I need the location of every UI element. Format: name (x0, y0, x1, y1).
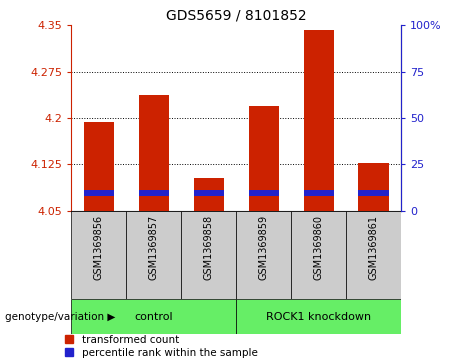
Bar (359, 190, 389, 196)
Bar (139, 95, 169, 211)
Bar (84, 190, 114, 196)
Bar (84, 122, 114, 211)
Text: GSM1369860: GSM1369860 (313, 215, 324, 280)
Bar (236, 299, 401, 334)
Bar (181, 211, 236, 299)
Legend: transformed count, percentile rank within the sample: transformed count, percentile rank withi… (65, 335, 258, 358)
Bar (194, 190, 224, 196)
Bar (71, 211, 126, 299)
Text: ROCK1 knockdown: ROCK1 knockdown (266, 312, 371, 322)
Bar (139, 190, 169, 196)
Bar (194, 178, 224, 211)
Bar (71, 299, 236, 334)
Text: control: control (135, 312, 173, 322)
Text: GSM1369858: GSM1369858 (204, 215, 214, 280)
Bar (303, 30, 334, 211)
Bar (248, 106, 279, 211)
Bar (126, 211, 181, 299)
Title: GDS5659 / 8101852: GDS5659 / 8101852 (166, 9, 307, 23)
Text: GSM1369861: GSM1369861 (369, 215, 378, 280)
Bar (236, 211, 291, 299)
Text: GSM1369857: GSM1369857 (149, 215, 159, 280)
Text: genotype/variation ▶: genotype/variation ▶ (5, 312, 115, 322)
Text: GSM1369856: GSM1369856 (94, 215, 104, 280)
Bar (291, 211, 346, 299)
Bar (248, 190, 279, 196)
Bar (303, 190, 334, 196)
Bar (359, 163, 389, 211)
Text: GSM1369859: GSM1369859 (259, 215, 269, 280)
Bar (346, 211, 401, 299)
